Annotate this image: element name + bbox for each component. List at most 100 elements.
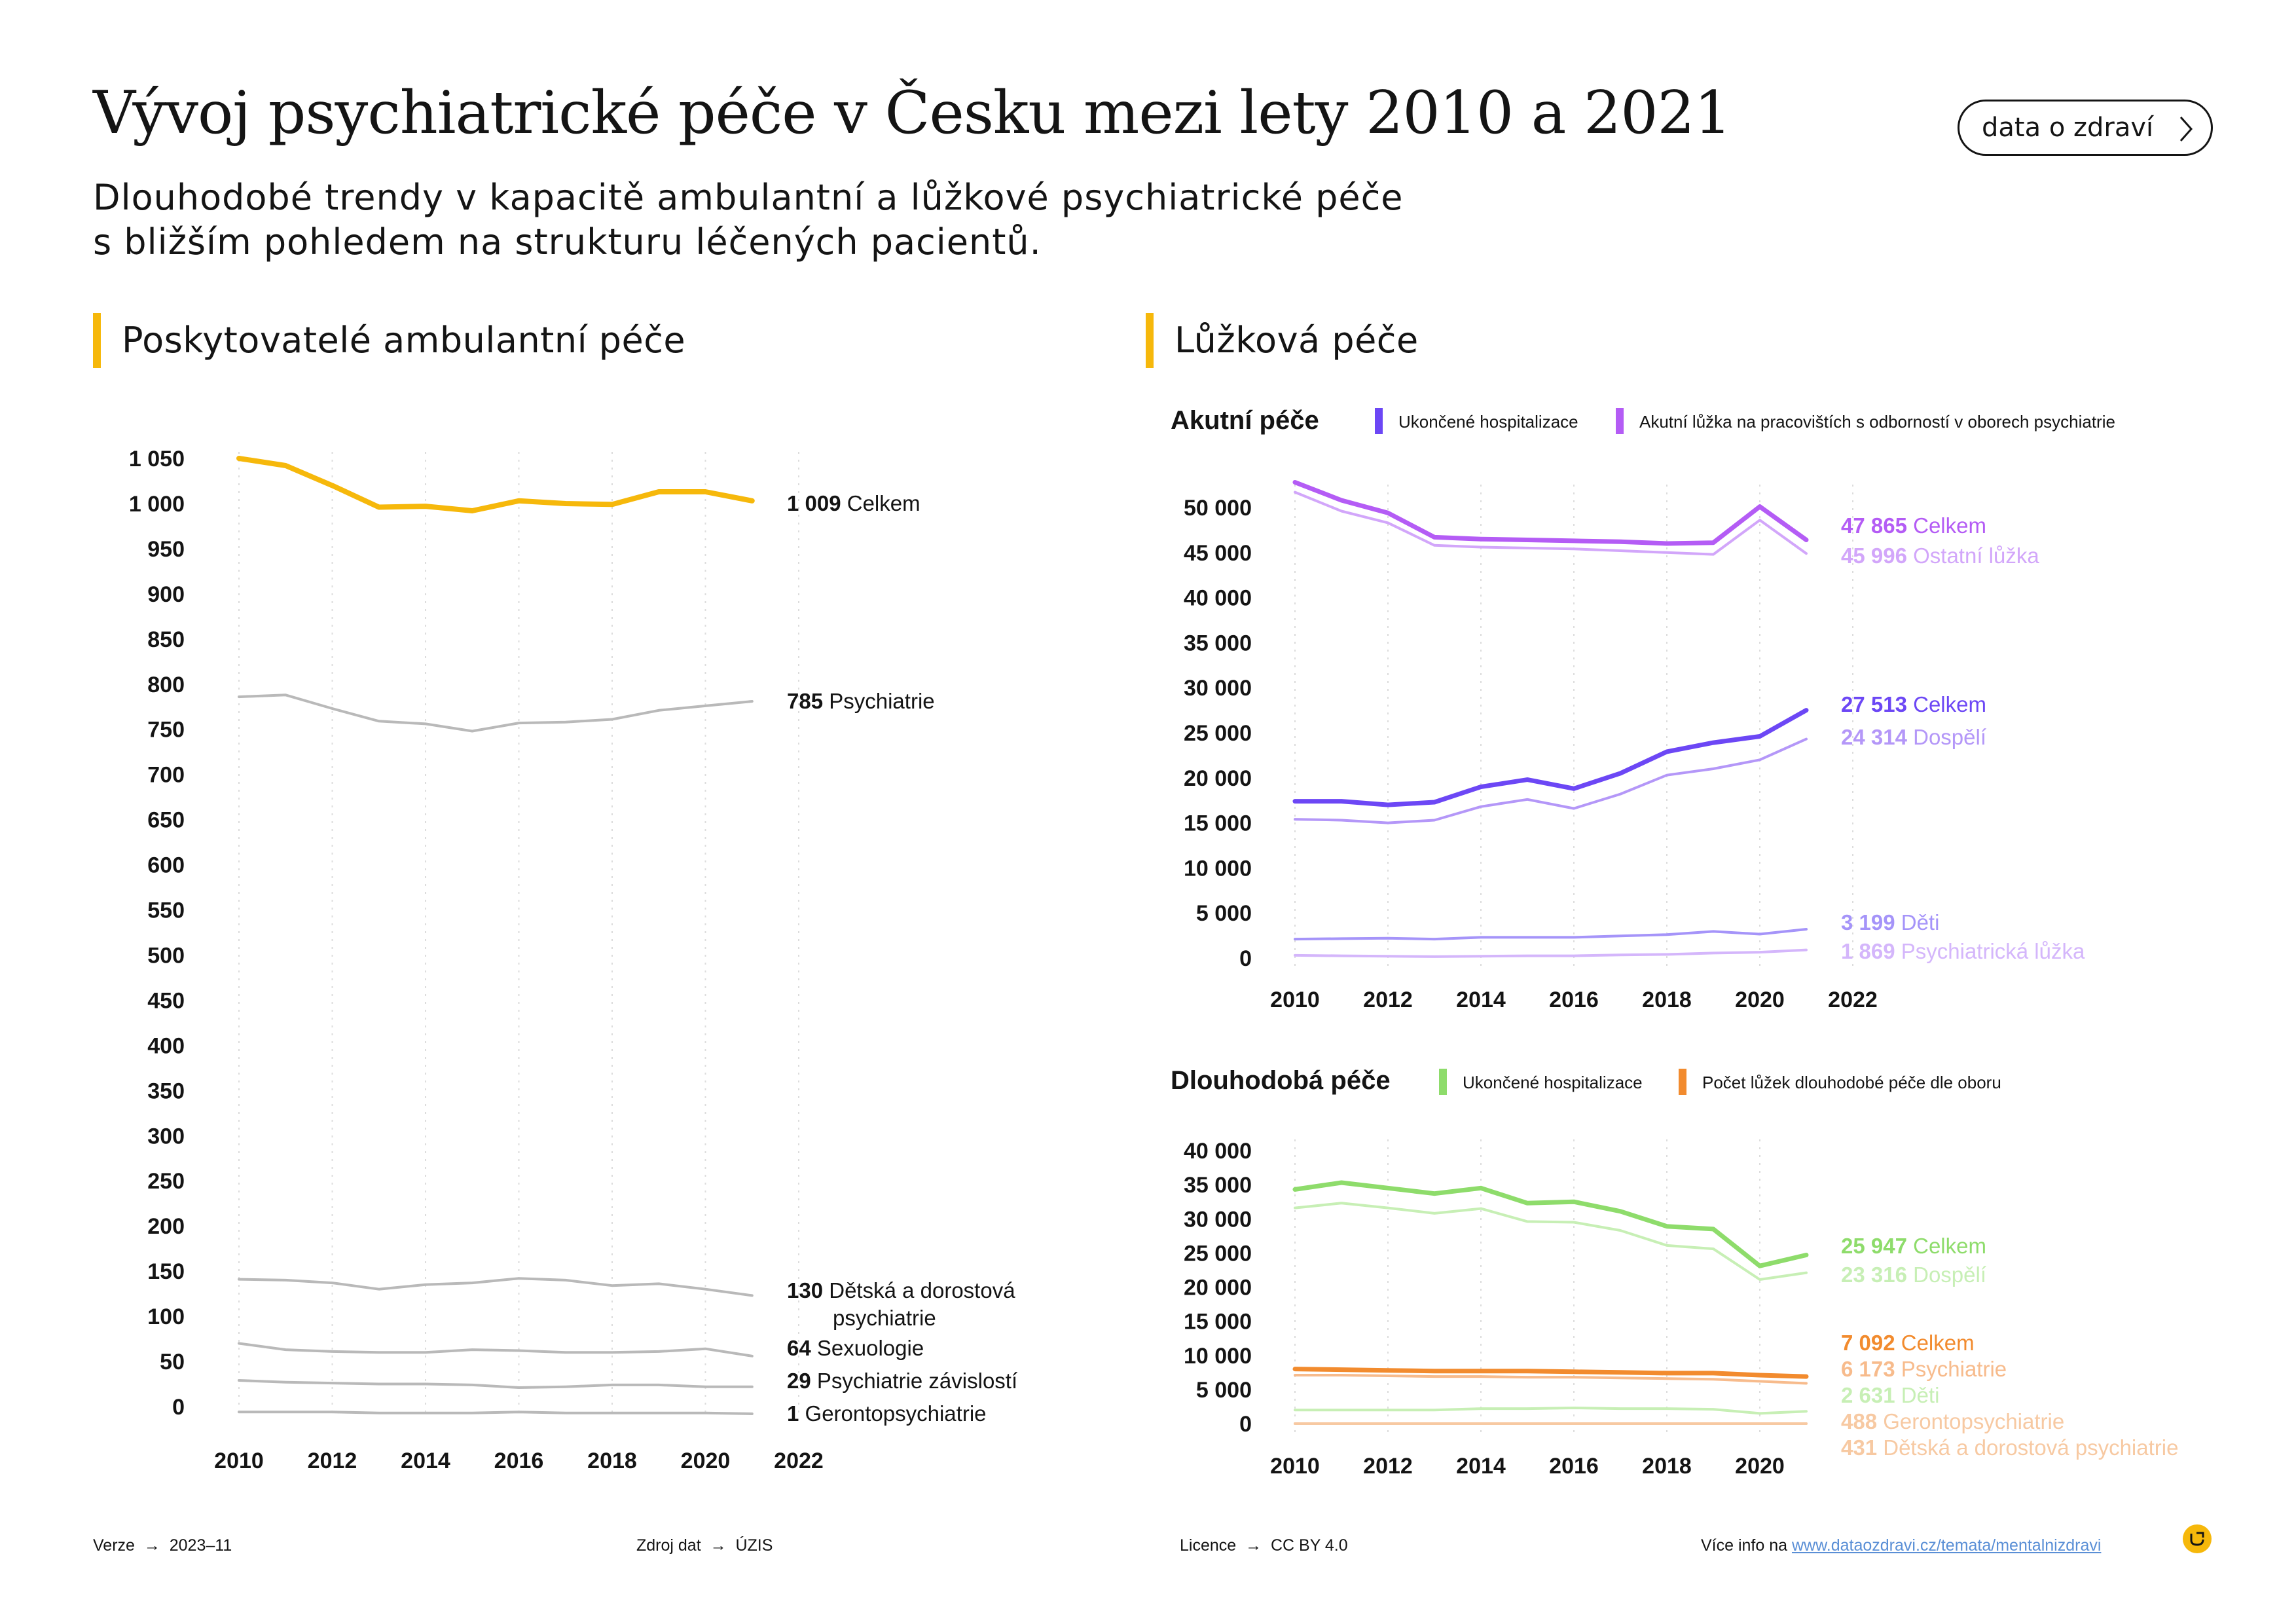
y-tick-label: 1 050 — [129, 447, 185, 471]
series-end-label: 45 996 Ostatní lůžka — [1841, 544, 2039, 568]
series-end-name: Dětská a dorostová — [829, 1278, 1015, 1302]
y-tick-label: 350 — [147, 1079, 185, 1103]
acute-care-heading: Akutní péče — [1171, 406, 1319, 435]
series-end-value: 1 009 — [787, 491, 847, 515]
series-line-dospeli — [1294, 737, 1808, 824]
x-tick-label: 2020 — [1735, 987, 1785, 1012]
chevron-right-icon — [2179, 117, 2193, 141]
series-end-name: Psychiatrie — [1901, 1357, 2007, 1381]
series-end-name: Ostatní lůžka — [1913, 544, 2039, 568]
series-line-psych_luzka — [1294, 948, 1808, 958]
footer-version-label: Verze — [93, 1536, 135, 1555]
series-end-label: 2 631 Děti — [1841, 1383, 1939, 1407]
footer-more-link[interactable]: www.dataozdravi.cz/temata/mentalnizdravi — [1791, 1536, 2102, 1555]
series-line-detska — [238, 1277, 754, 1297]
series-end-value: 47 865 — [1841, 513, 1913, 538]
y-tick-label: 15 000 — [1184, 811, 1252, 836]
x-tick-label: 2018 — [1642, 987, 1692, 1012]
legend-swatch — [1439, 1069, 1447, 1095]
y-tick-label: 950 — [147, 537, 185, 562]
y-tick-label: 40 000 — [1184, 1139, 1252, 1164]
series-end-name: Sexuologie — [817, 1336, 924, 1360]
section-accent-bar — [1146, 313, 1154, 368]
series-line-celkem_hosp — [1292, 1180, 1809, 1268]
x-tick-label: 2012 — [1363, 1454, 1413, 1479]
series-line-zavislosti — [238, 1379, 754, 1389]
y-tick-label: 600 — [147, 853, 185, 878]
series-end-value: 1 869 — [1841, 939, 1901, 963]
series-end-value: 27 513 — [1841, 692, 1913, 716]
y-tick-label: 450 — [147, 988, 185, 1013]
series-line-celkem_hosp — [1292, 708, 1809, 807]
y-tick-label: 15 000 — [1184, 1310, 1252, 1335]
series-end-value: 3 199 — [1841, 910, 1901, 934]
y-tick-label: 50 000 — [1184, 496, 1252, 521]
series-end-value: 45 996 — [1841, 544, 1913, 568]
longterm-care-heading: Dlouhodobá péče — [1171, 1066, 1391, 1095]
y-tick-label: 800 — [147, 673, 185, 697]
series-end-value: 7 092 — [1841, 1331, 1901, 1355]
series-end-name: Děti — [1901, 1383, 1940, 1407]
x-tick-label: 2014 — [1456, 1454, 1506, 1479]
series-end-label: 47 865 Celkem — [1841, 513, 1986, 538]
series-end-name: Psychiatrická lůžka — [1901, 939, 2085, 963]
y-tick-label: 250 — [147, 1169, 185, 1194]
y-tick-label: 10 000 — [1184, 1344, 1252, 1369]
y-tick-label: 0 — [1239, 946, 1252, 971]
series-line-dospeli — [1294, 1202, 1808, 1281]
y-tick-label: 0 — [172, 1395, 185, 1420]
series-line-celkem_luzka — [1292, 1367, 1809, 1379]
y-tick-label: 400 — [147, 1033, 185, 1058]
page-title: Vývoj psychiatrické péče v Česku mezi le… — [93, 79, 1732, 147]
series-end-value: 23 316 — [1841, 1263, 1913, 1287]
series-end-name: Gerontopsychiatrie — [805, 1401, 987, 1426]
y-tick-label: 20 000 — [1184, 766, 1252, 791]
y-tick-label: 40 000 — [1184, 586, 1252, 611]
arrow-right-icon: → — [139, 1536, 165, 1555]
series-line-sexuologie — [238, 1342, 754, 1357]
x-tick-label: 2010 — [1270, 1454, 1320, 1479]
series-end-value: 6 173 — [1841, 1357, 1901, 1381]
x-tick-label: 2014 — [401, 1449, 450, 1473]
series-line-psychiatrie — [238, 693, 754, 733]
footer-license: Licence → CC BY 4.0 — [1180, 1536, 1348, 1555]
series-end-name: Psychiatrie — [829, 689, 934, 713]
data-o-zdravi-label: data o zdraví — [1982, 113, 2154, 143]
x-tick-label: 2016 — [494, 1449, 544, 1473]
series-end-label: 3 199 Děti — [1841, 910, 1939, 934]
footer-license-label: Licence — [1180, 1536, 1237, 1555]
y-tick-label: 700 — [147, 763, 185, 788]
x-tick-label: 2018 — [1642, 1454, 1692, 1479]
series-end-label: 785 Psychiatrie — [787, 689, 935, 713]
x-tick-label: 2022 — [1828, 987, 1878, 1012]
series-end-label: 1 009 Celkem — [787, 491, 920, 515]
series-end-label: 25 947 Celkem — [1841, 1234, 1986, 1258]
y-tick-label: 10 000 — [1184, 856, 1252, 881]
y-tick-label: 5 000 — [1196, 901, 1252, 926]
series-end-name: Psychiatrie závislostí — [817, 1369, 1017, 1393]
y-tick-label: 50 — [160, 1350, 185, 1375]
data-o-zdravi-button[interactable]: data o zdraví — [1958, 100, 2213, 156]
series-end-label: 7 092 Celkem — [1841, 1331, 1975, 1355]
y-tick-label: 850 — [147, 627, 185, 652]
x-tick-label: 2022 — [774, 1449, 824, 1473]
series-end-label: 29 Psychiatrie závislostí — [787, 1369, 1017, 1393]
series-line-psychiatrie — [1294, 1374, 1808, 1385]
y-tick-label: 35 000 — [1184, 1173, 1252, 1198]
legend-swatch — [1616, 408, 1624, 434]
series-end-value: 1 — [787, 1401, 805, 1426]
series-end-value: 785 — [787, 689, 829, 713]
y-tick-label: 550 — [147, 898, 185, 923]
series-end-name: Gerontopsychiatrie — [1883, 1409, 2064, 1433]
page-subtitle: Dlouhodobé trendy v kapacitě ambulantní … — [93, 175, 1533, 265]
footer-source-label: Zdroj dat — [636, 1536, 701, 1555]
y-tick-label: 45 000 — [1184, 541, 1252, 566]
legend-swatch — [1679, 1069, 1686, 1095]
series-end-name: Dospělí — [1913, 725, 1986, 749]
legend-swatch — [1375, 408, 1383, 434]
series-end-label: 24 314 Dospělí — [1841, 725, 1986, 749]
x-tick-label: 2016 — [1549, 987, 1599, 1012]
series-end-value: 64 — [787, 1336, 817, 1360]
y-tick-label: 650 — [147, 808, 185, 833]
